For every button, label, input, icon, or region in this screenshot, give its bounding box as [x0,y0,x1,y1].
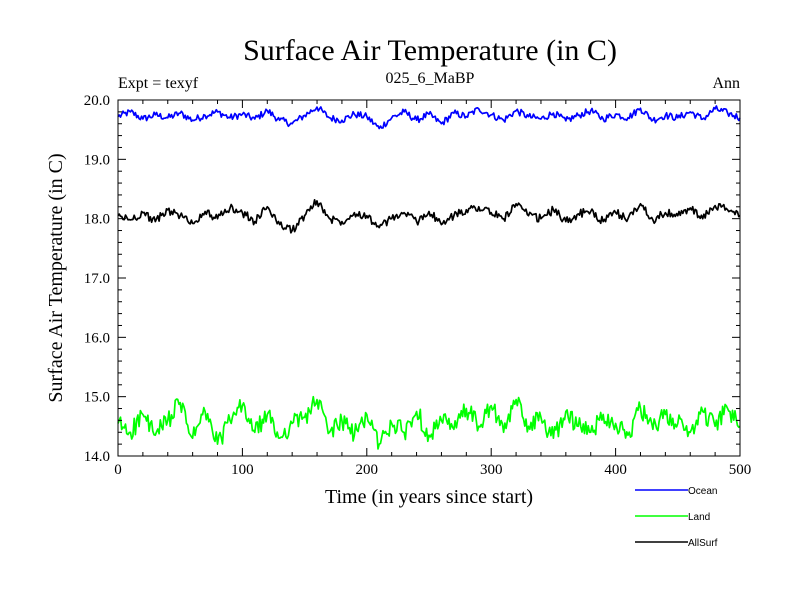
series-line-land [117,395,741,450]
y-tick-label: 18.0 [84,212,110,228]
y-axis-label: Surface Air Temperature (in C) [45,153,67,402]
series-layer [117,105,741,450]
x-tick-label: 100 [231,462,254,478]
y-tick-label: 16.0 [84,330,110,346]
y-tick-label: 15.0 [84,390,110,406]
season-label: Ann [712,75,740,92]
series-line-allsurf [117,198,741,234]
subtitle: 025_6_MaBP [386,70,475,87]
y-tick-label: 19.0 [84,152,110,168]
legend-label-allsurf: AllSurf [688,538,718,549]
chart-title: Surface Air Temperature (in C) [243,34,617,67]
ticks-layer [117,99,741,457]
plot-frame [117,99,741,457]
x-tick-label: 0 [114,462,122,478]
y-tick-label: 20.0 [84,93,110,109]
x-tick-label: 500 [729,462,752,478]
experiment-label: Expt = texyf [118,75,199,92]
y-tick-label: 17.0 [84,271,110,287]
x-tick-label: 400 [604,462,627,478]
series-line-ocean [117,105,741,130]
tick-label-layer: 0 100 200 300 400 500 14.0 15.0 16.0 17.0 18.0 19.0… [84,93,752,478]
legend-label-ocean: Ocean [688,486,717,497]
x-tick-label: 300 [480,462,503,478]
y-tick-label: 14.0 [84,449,110,465]
legend-label-land: Land [688,512,710,523]
legend: Ocean Land AllSurf [635,486,718,549]
x-tick-label: 200 [356,462,379,478]
x-axis-label: Time (in years since start) [325,486,533,508]
